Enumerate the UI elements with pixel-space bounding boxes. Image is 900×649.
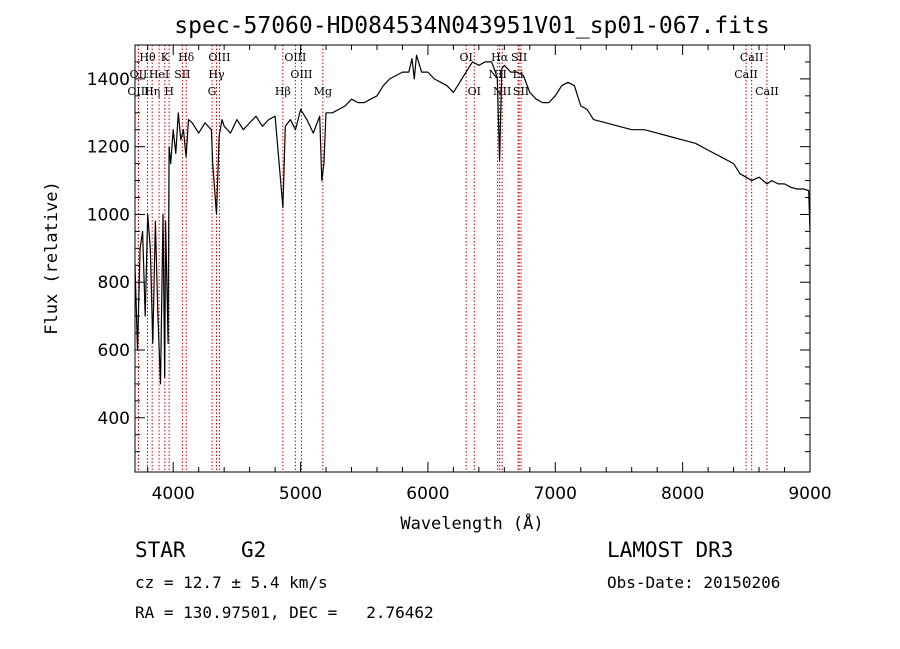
line-label-5: OI [459,51,472,64]
line-label-21: Hβ [275,85,291,98]
x-tick-label: 7000 [534,484,577,504]
line-label-24: NII [493,85,511,98]
x-tick-label: 8000 [661,484,704,504]
chart-title: spec-57060-HD084534N043951V01_sp01-067.f… [174,13,769,39]
y-tick-label: 1400 [87,70,130,90]
coordinates: RA = 130.97501, DEC = 2.76462 [135,603,434,622]
line-label-22: Mg [314,85,332,98]
y-tick-label: 800 [98,273,130,293]
redshift-value: cz = 12.7 ± 5.4 km/s [135,573,328,592]
line-label-6: Hα [491,51,509,64]
line-label-26: CaII [755,85,779,98]
line-label-1: K [161,51,170,64]
x-tick-label: 6000 [406,484,449,504]
y-tick-label: 600 [98,341,130,361]
line-label-18: Hη [144,85,160,98]
x-tick-label: 4000 [152,484,195,504]
line-label-23: OI [468,85,481,98]
line-label-11: SII [174,68,190,81]
line-label-19: H [164,85,174,98]
spectrum-line-0 [134,54,811,385]
line-label-13: OIII [290,68,312,81]
spectrum-series [134,54,811,385]
line-label-7: SII [511,51,527,64]
line-label-8: CaII [740,51,764,64]
line-label-2: Hδ [178,51,195,64]
line-label-12: Hγ [208,68,225,81]
line-label-4: OIII [284,51,306,64]
line-label-20: G [208,85,217,98]
spectral-line-markers [137,45,768,472]
axis-ticks: 4000 5000 6000 7000 8000 9000 400 600 800 1000 120… [87,45,832,504]
y-tick-label: 400 [98,409,130,429]
observation-date: Obs-Date: 20150206 [607,573,781,592]
y-tick-label: 1000 [87,205,130,225]
x-tick-label: 9000 [788,484,831,504]
survey-name: LAMOST DR3 [607,538,734,562]
line-label-3: OIII [208,51,230,64]
line-label-17: OIII [127,85,149,98]
line-label-0: Hθ [139,51,156,64]
plot-frame [134,44,811,473]
subclass: G2 [241,538,267,562]
line-label-15: Li [513,68,524,81]
y-axis-label: Flux (relative) [42,181,62,335]
line-label-25: SII [513,85,529,98]
y-tick-label: 1200 [87,138,130,158]
object-class: STAR [135,538,186,562]
x-axis-label: Wavelength (Å) [400,512,543,534]
line-label-10: HeI [149,68,169,81]
line-label-9: OII [130,68,148,81]
line-label-16: CaII [734,68,758,81]
line-label-14: NII [489,68,507,81]
x-tick-label: 5000 [279,484,322,504]
